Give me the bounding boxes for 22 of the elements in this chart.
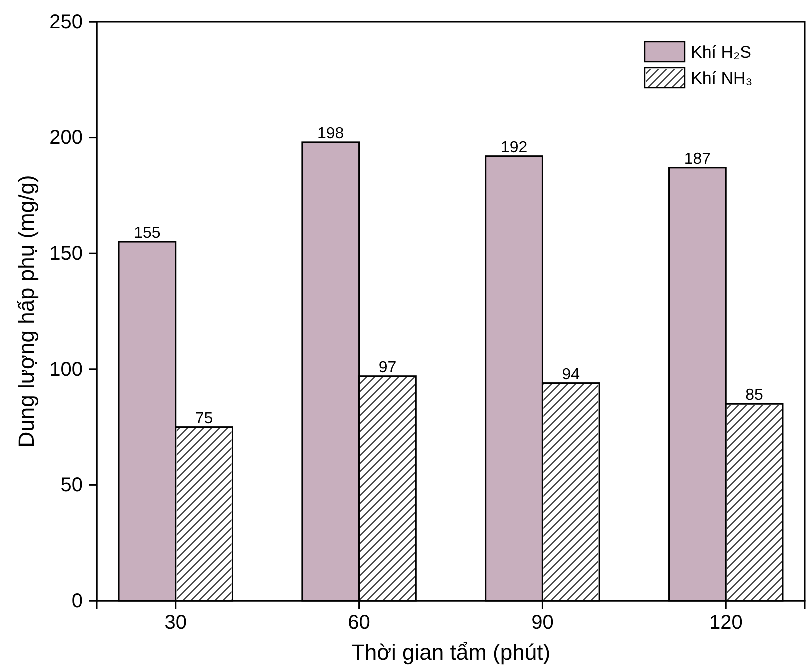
y-tick-label: 100 [50, 358, 83, 381]
x-tick-label: 90 [532, 612, 554, 634]
y-tick-label: 50 [60, 474, 83, 497]
data-label: 187 [684, 150, 712, 168]
y-tick-label: 250 [50, 11, 83, 34]
x-tick-label: 60 [348, 612, 370, 634]
y-axis-title: Dung lượng hấp phụ (mg/g) [14, 175, 39, 448]
data-label: 85 [746, 387, 764, 404]
x-axis-title: Thời gian tẩm (phút) [351, 640, 551, 665]
data-label: 192 [500, 139, 528, 156]
data-label: 97 [378, 359, 397, 376]
y-tick-label: 0 [72, 590, 83, 612]
y-tick-label: 200 [50, 127, 83, 150]
legend-label: Khí H₂S [691, 43, 752, 62]
x-tick-label: 30 [164, 612, 187, 634]
y-tick-label: 150 [50, 243, 83, 265]
data-label: 198 [318, 125, 344, 142]
legend-label: Khí NH₃ [691, 69, 753, 88]
data-label: 94 [562, 366, 580, 384]
data-label: 75 [195, 410, 214, 428]
data-label: 155 [134, 225, 161, 242]
x-tick-label: 120 [709, 612, 743, 634]
